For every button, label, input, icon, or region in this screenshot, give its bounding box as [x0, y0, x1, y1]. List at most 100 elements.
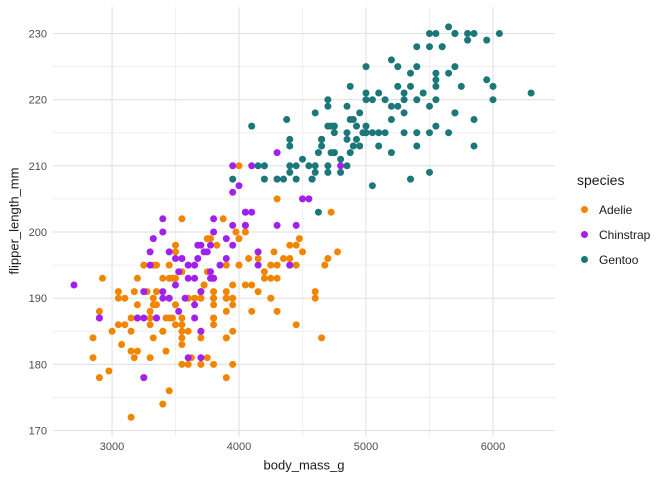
legend-item-gentoo: Gentoo — [577, 247, 650, 272]
data-point — [241, 208, 249, 216]
data-point — [172, 281, 179, 289]
data-point — [311, 288, 319, 296]
data-point — [273, 261, 281, 269]
data-point — [229, 162, 237, 170]
data-point — [114, 294, 122, 302]
data-point — [146, 354, 154, 362]
data-point — [273, 195, 281, 203]
svg-text:3000: 3000 — [100, 441, 124, 453]
data-point — [130, 288, 138, 296]
data-point — [114, 321, 122, 329]
data-point — [451, 30, 459, 37]
data-point — [162, 347, 170, 355]
data-point — [159, 400, 167, 408]
data-point — [260, 175, 268, 183]
data-point — [292, 321, 300, 329]
data-point — [426, 43, 433, 51]
data-point — [270, 248, 278, 256]
data-point — [283, 116, 291, 123]
data-point — [165, 387, 173, 395]
data-point — [222, 334, 230, 342]
data-point — [495, 30, 503, 37]
adelie-swatch-icon — [581, 206, 588, 213]
data-point — [149, 235, 157, 243]
data-point — [245, 255, 253, 262]
data-point — [426, 30, 433, 37]
data-point — [133, 274, 141, 282]
data-point — [346, 149, 354, 157]
data-point — [203, 248, 211, 256]
data-point — [127, 327, 135, 335]
svg-text:180: 180 — [29, 359, 47, 371]
data-point — [387, 56, 395, 64]
data-point — [197, 294, 205, 302]
data-point — [254, 248, 262, 256]
data-point — [419, 89, 427, 97]
data-point — [387, 102, 395, 110]
data-point — [149, 294, 157, 302]
data-point — [210, 360, 218, 368]
data-point — [191, 261, 199, 269]
data-point — [286, 255, 294, 262]
svg-text:220: 220 — [29, 95, 47, 107]
data-point — [375, 129, 383, 137]
data-point — [334, 248, 341, 256]
y-axis-title: flipper_length_mm — [6, 167, 22, 275]
data-point — [241, 281, 249, 289]
data-point — [165, 248, 173, 256]
data-point — [194, 241, 202, 249]
data-point — [133, 347, 141, 355]
data-point — [292, 241, 300, 249]
data-point — [178, 321, 186, 329]
data-point — [197, 354, 205, 362]
data-point — [254, 162, 262, 170]
legend-item-label: Gentoo — [599, 252, 639, 267]
data-point — [330, 129, 338, 137]
svg-text:170: 170 — [29, 426, 47, 438]
data-point — [210, 314, 218, 322]
data-point — [229, 241, 237, 249]
data-point — [140, 314, 148, 322]
data-point — [229, 281, 237, 289]
data-point — [127, 347, 135, 355]
data-point — [207, 235, 214, 243]
data-point — [445, 69, 453, 77]
data-point — [343, 135, 351, 143]
data-point — [229, 294, 237, 302]
svg-text:6000: 6000 — [481, 441, 505, 453]
data-point — [95, 314, 103, 322]
data-point — [362, 122, 370, 130]
data-point — [210, 301, 218, 309]
data-point — [159, 288, 167, 296]
grid-minor — [53, 7, 555, 437]
data-point — [127, 314, 135, 322]
data-point — [146, 321, 154, 329]
data-point — [165, 314, 173, 322]
svg-text:5000: 5000 — [354, 441, 378, 453]
data-point — [426, 102, 433, 110]
data-point — [470, 30, 478, 37]
data-point — [426, 129, 433, 137]
data-point — [432, 69, 440, 77]
data-point — [387, 116, 395, 123]
data-point — [318, 142, 326, 150]
data-point — [286, 168, 294, 176]
data-point — [359, 129, 367, 137]
data-point — [184, 360, 192, 368]
data-point — [149, 301, 157, 309]
data-point — [95, 374, 103, 382]
data-point — [470, 142, 478, 150]
data-point — [280, 175, 287, 183]
legend-item-chinstrap: Chinstrap — [577, 222, 650, 247]
data-point — [229, 175, 237, 183]
data-point — [375, 142, 383, 150]
legend: species Adelie Chinstrap Gentoo — [577, 172, 650, 272]
data-point — [292, 261, 300, 269]
data-point — [207, 268, 214, 276]
data-point — [178, 334, 186, 342]
data-point — [153, 261, 160, 269]
data-point — [464, 30, 472, 37]
data-point — [413, 96, 421, 104]
data-point — [394, 63, 402, 71]
